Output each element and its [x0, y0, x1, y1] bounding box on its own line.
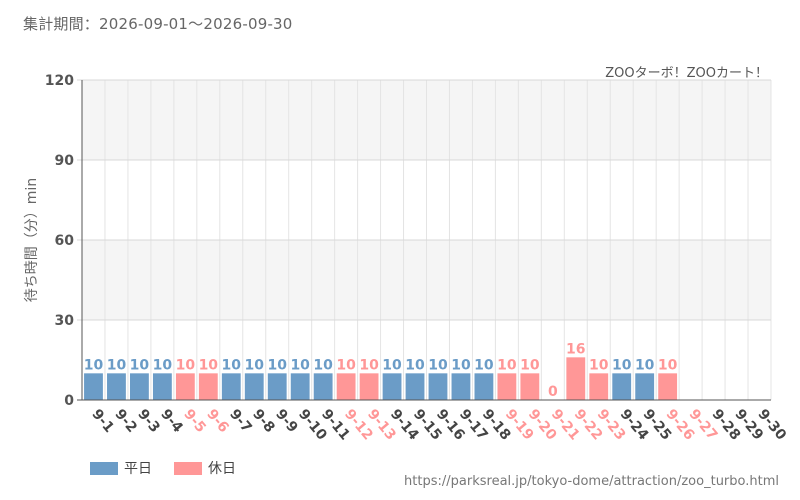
bar	[244, 373, 264, 400]
data-label: 10	[336, 357, 356, 373]
bar	[84, 373, 103, 400]
x-tick-label: 9-7	[226, 406, 255, 436]
legend-swatch-weekday	[90, 461, 118, 475]
x-tick-label: 9-3	[134, 406, 163, 436]
legend: 平日 休日	[90, 458, 258, 478]
data-label: 10	[153, 357, 173, 373]
data-label: 10	[428, 357, 448, 373]
x-tick-label: 9-5	[180, 406, 209, 436]
bar	[107, 373, 126, 400]
legend-label-weekday: 平日	[124, 461, 152, 477]
legend-label-holiday: 休日	[208, 461, 236, 477]
period-label: 集計期間：2026-09-01～2026-09-30	[23, 15, 293, 33]
bar	[198, 373, 218, 400]
data-label: 10	[405, 357, 425, 373]
bar	[382, 373, 402, 400]
data-label: 10	[313, 357, 333, 373]
data-label: 10	[658, 357, 678, 373]
bar	[451, 373, 471, 400]
data-label: 0	[548, 384, 558, 400]
data-label: 10	[107, 357, 127, 373]
y-tick-label: 0	[64, 393, 74, 409]
data-label: 10	[359, 357, 379, 373]
bar	[405, 373, 425, 400]
chart-title: ZOOターボ！ZOOカート！	[605, 66, 768, 81]
bar	[520, 373, 540, 400]
source-url[interactable]: https://parksreal.jp/tokyo-dome/attracti…	[404, 474, 779, 489]
data-label: 10	[635, 357, 655, 373]
data-label: 10	[612, 357, 632, 373]
data-label: 10	[290, 357, 310, 373]
y-tick-labels: 0 30 60 90 120	[45, 73, 74, 409]
legend-item-holiday: 休日	[174, 458, 236, 478]
data-label: 10	[474, 357, 494, 373]
data-label: 10	[382, 357, 402, 373]
x-tick-label: 9-6	[203, 406, 232, 436]
y-tick-label: 30	[55, 313, 75, 329]
x-tick-label: 9-9	[272, 406, 301, 436]
bar	[175, 373, 195, 400]
x-tick-label: 9-4	[157, 406, 186, 436]
bar	[635, 373, 655, 400]
y-tick-label: 120	[45, 73, 74, 89]
bar-series	[84, 357, 678, 400]
bar	[658, 373, 678, 400]
y-tick-label: 90	[55, 153, 75, 169]
data-label: 10	[451, 357, 471, 373]
data-label: 10	[176, 357, 196, 373]
x-tick-label: 9-1	[88, 406, 117, 436]
bar	[474, 373, 494, 400]
legend-item-weekday: 平日	[90, 458, 152, 478]
data-label: 10	[497, 357, 517, 373]
data-label: 10	[267, 357, 287, 373]
bar	[497, 373, 517, 400]
bar	[336, 373, 356, 400]
y-axis-label: 待ち時間（分）min	[24, 178, 40, 302]
data-label: 10	[589, 357, 609, 373]
bar	[221, 373, 241, 400]
data-label: 10	[130, 357, 150, 373]
data-label: 10	[222, 357, 242, 373]
x-tick-label: 9-8	[249, 406, 278, 436]
bar	[267, 373, 287, 400]
data-label: 10	[245, 357, 265, 373]
bar	[152, 373, 172, 400]
bar	[313, 373, 333, 400]
bar	[130, 373, 149, 400]
bar	[359, 373, 379, 400]
data-label: 10	[520, 357, 540, 373]
x-tick-labels: 9-19-29-39-49-59-69-79-89-99-109-119-129…	[88, 406, 789, 443]
bar	[589, 373, 609, 400]
legend-swatch-holiday	[174, 461, 202, 475]
x-tick-label: 9-2	[111, 406, 140, 436]
bar	[566, 357, 586, 400]
data-label: 16	[566, 341, 585, 357]
bar	[290, 373, 310, 400]
data-labels: 10 10 10 10 10 10 10 10 10 10 10 10 10 10 10 10 10 10 10 10…	[84, 341, 678, 400]
data-label: 10	[199, 357, 219, 373]
y-tick-label: 60	[55, 233, 75, 249]
bar	[612, 373, 632, 400]
bar	[428, 373, 448, 400]
axes	[81, 80, 771, 401]
data-label: 10	[84, 357, 104, 373]
